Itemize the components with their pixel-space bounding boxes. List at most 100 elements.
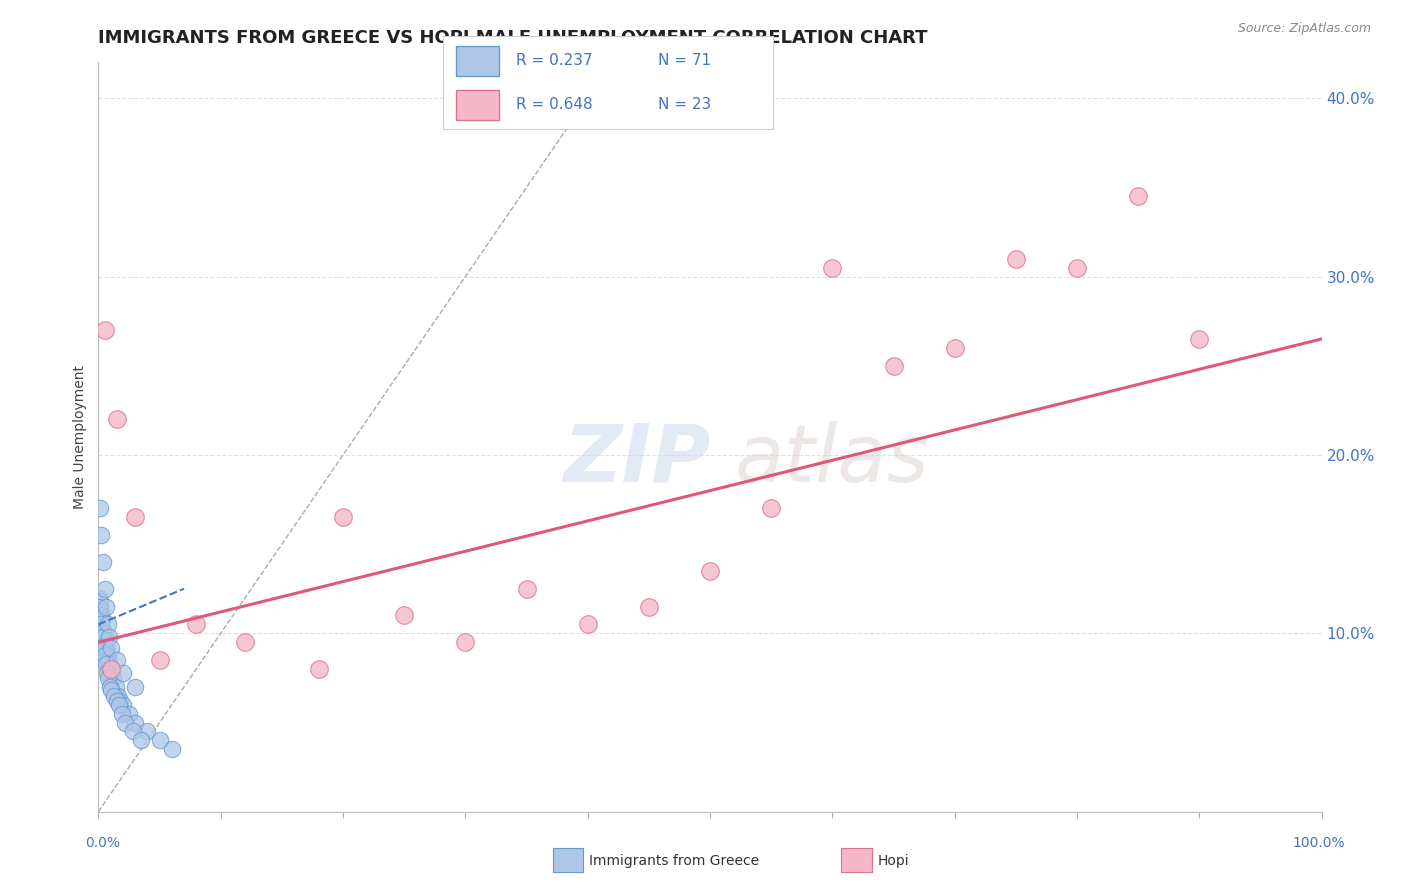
FancyBboxPatch shape [456,90,499,120]
Point [94,648,117,662]
Point [121,724,143,739]
Point [160,742,183,756]
Point [93,639,115,653]
Point [97,657,120,671]
Point [89,599,111,614]
Point [111,706,134,721]
Text: 0.0%: 0.0% [86,836,120,850]
Point [91,630,114,644]
Point [129,733,152,747]
Point [761,501,783,516]
Point [91,623,114,637]
Point [96,648,118,662]
Point [94,640,117,655]
Point [821,260,844,275]
Point [105,653,128,667]
Point [516,582,538,596]
Point [454,635,477,649]
Point [100,662,122,676]
Point [111,698,134,712]
Point [94,639,117,653]
Point [1188,332,1211,346]
Point [136,724,159,739]
Text: R = 0.237: R = 0.237 [516,54,592,69]
Point [124,510,146,524]
Point [96,644,118,658]
Point [883,359,905,373]
Point [89,594,111,608]
Point [98,658,121,673]
Point [105,694,128,708]
Point [90,626,112,640]
Point [103,689,125,703]
Point [100,662,122,676]
Point [90,612,112,626]
Point [98,662,121,676]
Point [101,665,124,680]
Point [97,649,120,664]
Text: atlas: atlas [735,420,929,499]
Point [91,612,114,626]
Point [90,605,112,619]
Text: N = 23: N = 23 [658,96,711,112]
Point [91,623,114,637]
Point [90,528,112,542]
Point [332,510,354,524]
Text: Hopi: Hopi [877,854,908,868]
FancyBboxPatch shape [456,46,499,76]
Point [114,715,136,730]
Point [89,599,111,614]
Point [93,323,115,337]
Point [89,501,111,516]
Point [1128,189,1150,203]
Point [943,341,966,355]
Point [90,612,112,626]
Point [97,657,120,671]
Point [105,412,128,426]
Point [91,626,114,640]
Point [100,640,122,655]
Point [107,689,129,703]
Point [97,630,120,644]
Point [101,671,124,685]
Text: ZIP: ZIP [562,420,710,499]
Point [124,680,146,694]
Point [97,653,120,667]
Point [149,653,172,667]
Point [576,617,599,632]
Point [1004,252,1026,266]
Point [93,630,115,644]
Point [93,632,115,646]
Point [1066,260,1088,275]
Point [149,733,172,747]
Text: Immigrants from Greece: Immigrants from Greece [589,854,759,868]
Point [96,665,118,680]
Point [89,608,111,623]
Point [111,665,134,680]
Point [104,680,127,694]
Point [87,591,110,605]
Point [186,617,208,632]
Point [90,617,112,632]
Point [637,599,661,614]
Point [124,715,146,730]
Point [94,657,117,671]
Point [118,706,141,721]
Point [100,683,122,698]
Point [108,698,131,712]
Text: Source: ZipAtlas.com: Source: ZipAtlas.com [1237,22,1371,36]
Point [233,635,256,649]
Point [308,662,330,676]
Point [91,630,114,644]
Point [110,694,132,708]
Point [94,640,117,655]
Point [96,648,118,662]
Point [89,608,111,623]
Point [699,564,721,578]
Point [97,671,120,685]
Y-axis label: Male Unemployment: Male Unemployment [73,365,87,509]
Point [91,555,114,569]
Point [98,662,121,676]
Point [90,617,112,632]
Point [98,680,121,694]
